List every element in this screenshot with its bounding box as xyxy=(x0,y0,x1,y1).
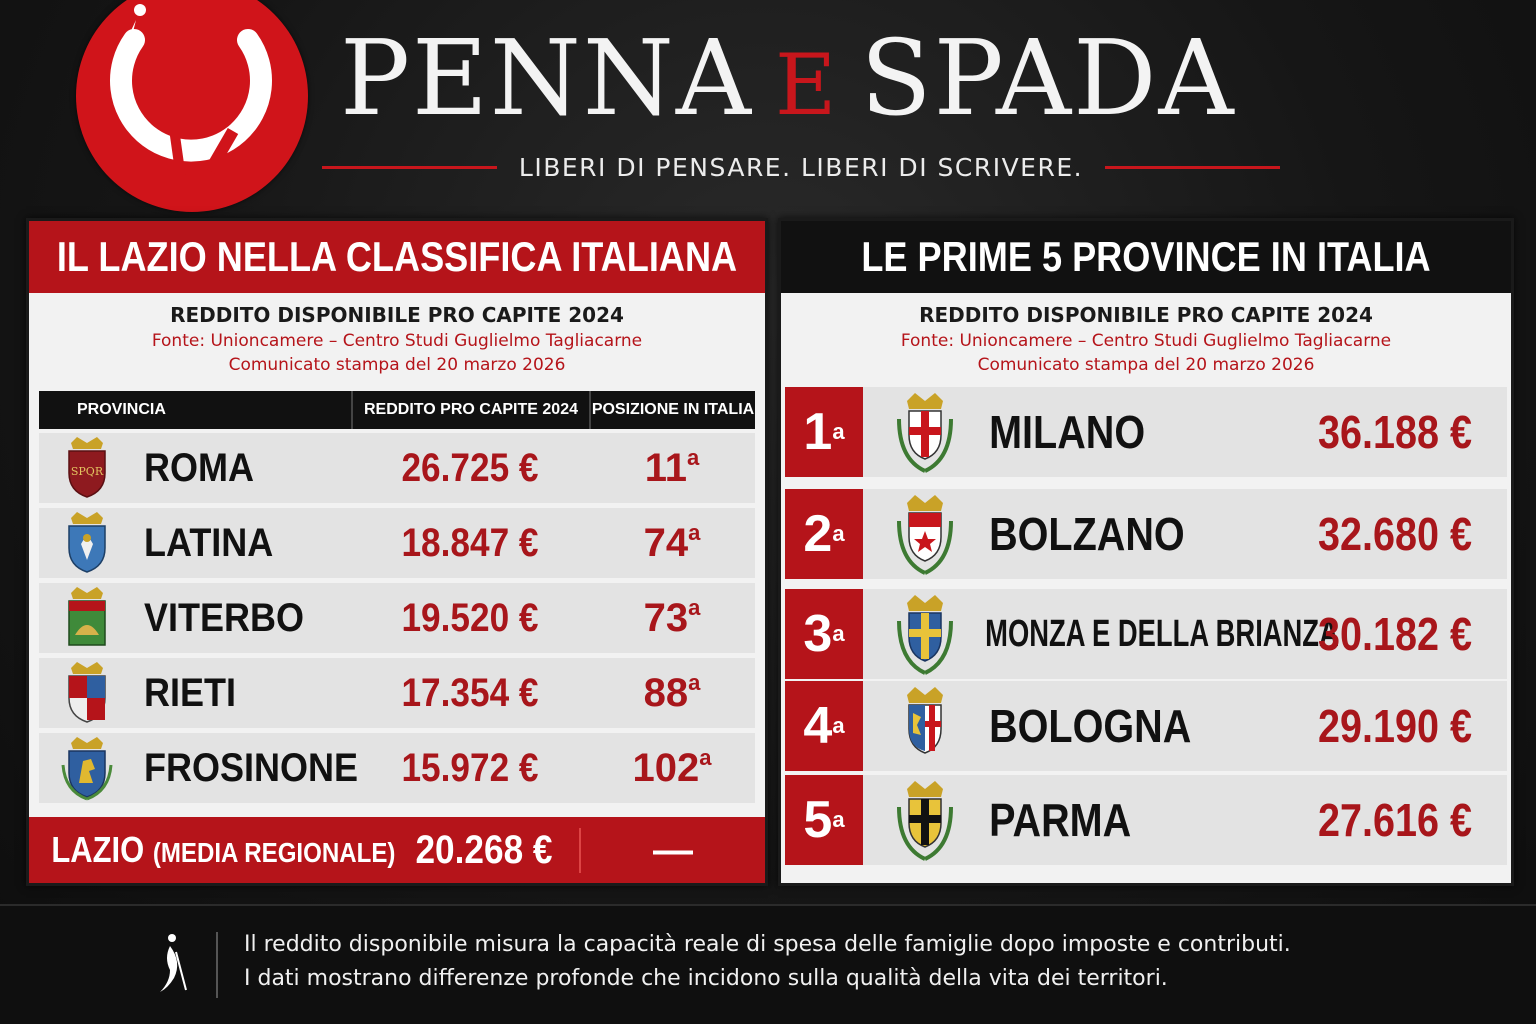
lazio-table-header: PROVINCIA REDDITO PRO CAPITE 2024 POSIZI… xyxy=(39,391,755,429)
table-row: RIETI 17.354 € 88a xyxy=(39,658,755,728)
province-income: 15.972 € xyxy=(401,745,539,790)
bolzano-crest-icon xyxy=(897,495,953,575)
table-row: FROSINONE 15.972 € 102a xyxy=(39,733,755,803)
latina-crest-icon xyxy=(68,512,106,573)
province-name: RIETI xyxy=(144,670,237,715)
province-position: 74a xyxy=(643,520,701,565)
province-name: BOLOGNA xyxy=(989,700,1192,752)
rieti-crest-icon xyxy=(68,662,106,723)
parma-crest-icon xyxy=(897,781,953,861)
province-position: 11a xyxy=(644,445,700,490)
tagline-rule-left xyxy=(322,165,497,169)
province-income: 29.190 € xyxy=(1318,700,1472,752)
monza-crest-icon xyxy=(897,595,953,675)
province-position: 88a xyxy=(643,670,701,715)
regional-average-label: LAZIO (MEDIA REGIONALE) xyxy=(51,829,396,870)
column-header-provincia: PROVINCIA xyxy=(77,401,166,418)
column-header-reddito: REDDITO PRO CAPITE 2024 xyxy=(351,391,589,429)
viterbo-crest-icon xyxy=(68,587,106,646)
top5-panel-header: LE PRIME 5 PROVINCE IN ITALIA xyxy=(781,221,1511,293)
province-name: MILANO xyxy=(989,406,1146,458)
frosinone-crest-icon xyxy=(61,737,113,801)
province-income: 27.616 € xyxy=(1318,794,1472,846)
lazio-ranking-panel: IL LAZIO NELLA CLASSIFICA ITALIANA REDDI… xyxy=(26,218,768,886)
brand-name-part1: PENNA xyxy=(340,17,753,139)
province-name: LATINA xyxy=(144,520,274,565)
bologna-crest-icon xyxy=(907,687,943,754)
province-income: 18.847 € xyxy=(401,520,539,565)
top5-panel-source: Fonte: Unioncamere – Centro Studi Guglie… xyxy=(900,331,1392,351)
brand-name-conj: E xyxy=(775,36,839,134)
province-name: ROMA xyxy=(144,445,254,490)
province-name: MONZA E DELLA BRIANZA xyxy=(985,612,1339,655)
lazio-panel-header: IL LAZIO NELLA CLASSIFICA ITALIANA xyxy=(29,221,765,293)
quill-icon xyxy=(160,934,187,992)
top5-provinces-panel: LE PRIME 5 PROVINCE IN ITALIA REDDITO DI… xyxy=(778,218,1514,886)
top5-panel-release: Comunicato stampa del 20 marzo 2026 xyxy=(977,355,1315,375)
footer-note: Il reddito disponibile misura la capacit… xyxy=(0,904,1536,1024)
top5-panel-subtitle: REDDITO DISPONIBILE PRO CAPITE 2024 xyxy=(919,303,1373,327)
svg-text:SPQR: SPQR xyxy=(71,465,104,478)
lazio-panel-release: Comunicato stampa del 20 marzo 2026 xyxy=(228,355,566,375)
table-row: VITERBO 19.520 € 73a xyxy=(39,583,755,653)
lazio-panel-subtitle: REDDITO DISPONIBILE PRO CAPITE 2024 xyxy=(170,303,624,327)
brand-title: PENNA E SPADA xyxy=(340,18,1260,138)
top5-panel-title: LE PRIME 5 PROVINCE IN ITALIA xyxy=(861,233,1431,280)
regional-average-row: LAZIO (MEDIA REGIONALE) 20.268 € — xyxy=(29,817,765,883)
milano-crest-icon xyxy=(897,393,953,473)
regional-average-position: — xyxy=(579,827,765,873)
province-income: 26.725 € xyxy=(401,445,539,490)
footer-divider xyxy=(216,932,218,998)
tagline-bar: LIBERI DI PENSARE. LIBERI DI SCRIVERE. xyxy=(322,150,1281,184)
tagline: LIBERI DI PENSARE. LIBERI DI SCRIVERE. xyxy=(518,152,1084,182)
lazio-panel-title: IL LAZIO NELLA CLASSIFICA ITALIANA xyxy=(56,233,738,280)
brand-logo xyxy=(76,0,308,212)
quill-sword-logo-icon xyxy=(110,4,272,177)
tagline-rule-right xyxy=(1105,165,1281,169)
province-name: FROSINONE xyxy=(144,745,359,790)
column-header-posizione: POSIZIONE IN ITALIA xyxy=(589,391,755,429)
lazio-panel-source: Fonte: Unioncamere – Centro Studi Guglie… xyxy=(151,331,643,351)
province-income: 17.354 € xyxy=(401,670,539,715)
footer-line-2: I dati mostrano differenze profonde che … xyxy=(244,966,1168,991)
regional-average-value: 20.268 € xyxy=(415,827,553,872)
province-name: BOLZANO xyxy=(989,508,1185,560)
province-position: 73a xyxy=(643,595,701,640)
roma-crest-icon: SPQR xyxy=(68,437,106,498)
footer-line-1: Il reddito disponibile misura la capacit… xyxy=(244,932,1291,957)
table-row: LATINA 18.847 € 74a xyxy=(39,508,755,578)
province-income: 30.182 € xyxy=(1318,608,1472,660)
brand-name-part2: SPADA xyxy=(860,17,1236,139)
province-name: PARMA xyxy=(989,794,1132,846)
province-income: 32.680 € xyxy=(1318,508,1472,560)
province-income: 36.188 € xyxy=(1318,406,1472,458)
province-name: VITERBO xyxy=(144,595,305,640)
province-position: 102a xyxy=(632,745,712,790)
table-row: SPQR ROMA 26.725 € 11a xyxy=(39,433,755,503)
province-income: 19.520 € xyxy=(401,595,539,640)
